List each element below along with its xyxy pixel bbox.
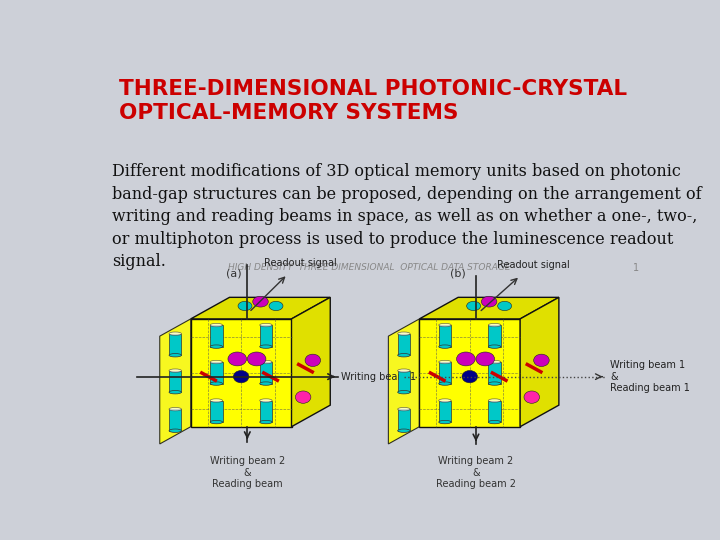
- Text: Writing beam 1: Writing beam 1: [341, 372, 416, 382]
- Text: (a): (a): [225, 269, 241, 279]
- Ellipse shape: [169, 332, 181, 335]
- Text: Writing beam 2
&
Reading beam: Writing beam 2 & Reading beam: [210, 456, 285, 489]
- Ellipse shape: [269, 301, 283, 310]
- Ellipse shape: [467, 301, 481, 310]
- Text: HIGH DENSITY  THREE DIMENSIONAL  OPTICAL DATA STORAGE: HIGH DENSITY THREE DIMENSIONAL OPTICAL D…: [228, 264, 510, 273]
- Polygon shape: [191, 298, 330, 319]
- Ellipse shape: [397, 332, 410, 335]
- Ellipse shape: [305, 354, 320, 367]
- Ellipse shape: [534, 354, 549, 367]
- Bar: [397, 334, 410, 355]
- Ellipse shape: [248, 352, 266, 366]
- Bar: [397, 370, 410, 392]
- Ellipse shape: [233, 370, 249, 383]
- Ellipse shape: [260, 323, 272, 327]
- Text: THREE-DIMENSIONAL PHOTONIC-CRYSTAL
OPTICAL-MEMORY SYSTEMS: THREE-DIMENSIONAL PHOTONIC-CRYSTAL OPTIC…: [120, 79, 628, 123]
- Ellipse shape: [260, 399, 272, 402]
- Ellipse shape: [488, 382, 500, 385]
- Bar: [438, 401, 451, 422]
- Bar: [260, 325, 272, 347]
- Ellipse shape: [260, 345, 272, 348]
- Text: (b): (b): [450, 269, 466, 279]
- Bar: [169, 334, 181, 355]
- Bar: [210, 362, 222, 383]
- Text: Writing beam 2
&
Reading beam 2: Writing beam 2 & Reading beam 2: [436, 456, 516, 489]
- Bar: [210, 325, 222, 347]
- Ellipse shape: [438, 382, 451, 385]
- Ellipse shape: [498, 301, 512, 310]
- Ellipse shape: [438, 360, 451, 364]
- Ellipse shape: [260, 382, 272, 385]
- Polygon shape: [160, 319, 191, 444]
- Ellipse shape: [238, 301, 252, 310]
- Bar: [210, 401, 222, 422]
- Polygon shape: [292, 298, 330, 427]
- Text: Different modifications of 3D optical memory units based on photonic
band-gap st: Different modifications of 3D optical me…: [112, 164, 701, 270]
- Ellipse shape: [210, 360, 222, 364]
- Ellipse shape: [397, 390, 410, 394]
- Ellipse shape: [260, 360, 272, 364]
- Ellipse shape: [488, 360, 500, 364]
- Ellipse shape: [488, 399, 500, 402]
- Ellipse shape: [210, 399, 222, 402]
- Ellipse shape: [456, 352, 475, 366]
- Ellipse shape: [524, 391, 539, 403]
- Ellipse shape: [397, 408, 410, 411]
- Ellipse shape: [295, 391, 311, 403]
- Ellipse shape: [169, 408, 181, 411]
- Ellipse shape: [438, 420, 451, 424]
- Ellipse shape: [169, 369, 181, 373]
- Polygon shape: [419, 319, 520, 427]
- Ellipse shape: [169, 390, 181, 394]
- Bar: [397, 409, 410, 431]
- Bar: [488, 325, 500, 347]
- Ellipse shape: [438, 345, 451, 348]
- Ellipse shape: [397, 354, 410, 357]
- Ellipse shape: [488, 323, 500, 327]
- Ellipse shape: [488, 345, 500, 348]
- Ellipse shape: [210, 382, 222, 385]
- Ellipse shape: [210, 345, 222, 348]
- Text: Readout signal: Readout signal: [497, 260, 570, 269]
- Bar: [438, 362, 451, 383]
- Ellipse shape: [210, 420, 222, 424]
- Polygon shape: [388, 319, 419, 444]
- Text: Readout signal: Readout signal: [264, 258, 337, 268]
- Ellipse shape: [488, 420, 500, 424]
- Ellipse shape: [438, 399, 451, 402]
- Ellipse shape: [462, 370, 477, 383]
- Ellipse shape: [482, 296, 497, 307]
- Bar: [488, 362, 500, 383]
- Bar: [169, 409, 181, 431]
- Polygon shape: [191, 319, 292, 427]
- Ellipse shape: [397, 429, 410, 433]
- Ellipse shape: [228, 352, 246, 366]
- Ellipse shape: [438, 323, 451, 327]
- Bar: [260, 401, 272, 422]
- Text: Writing beam 1
&
Reading beam 1: Writing beam 1 & Reading beam 1: [610, 360, 690, 393]
- Ellipse shape: [169, 354, 181, 357]
- Bar: [169, 370, 181, 392]
- Ellipse shape: [169, 429, 181, 433]
- Ellipse shape: [397, 369, 410, 373]
- Bar: [260, 362, 272, 383]
- Bar: [488, 401, 500, 422]
- Ellipse shape: [476, 352, 495, 366]
- Polygon shape: [419, 298, 559, 319]
- Ellipse shape: [210, 323, 222, 327]
- Ellipse shape: [253, 296, 269, 307]
- Ellipse shape: [260, 420, 272, 424]
- Polygon shape: [520, 298, 559, 427]
- Text: 1: 1: [633, 264, 639, 273]
- Bar: [438, 325, 451, 347]
